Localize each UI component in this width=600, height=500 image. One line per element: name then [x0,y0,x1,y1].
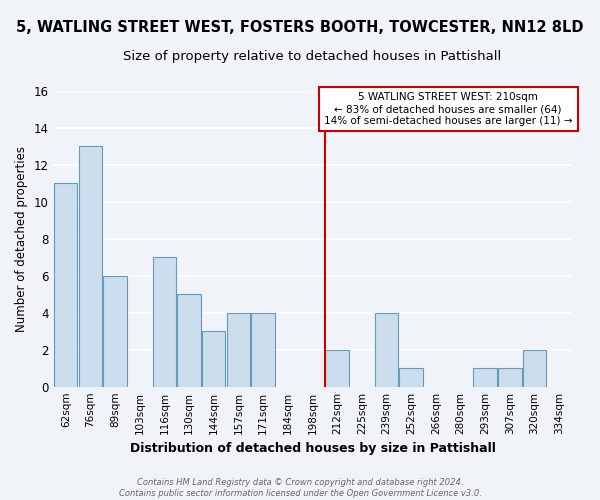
Bar [153,257,176,386]
Bar [79,146,102,386]
Bar [251,312,275,386]
Title: Size of property relative to detached houses in Pattishall: Size of property relative to detached ho… [124,50,502,63]
X-axis label: Distribution of detached houses by size in Pattishall: Distribution of detached houses by size … [130,442,496,455]
Text: 5, WATLING STREET WEST, FOSTERS BOOTH, TOWCESTER, NN12 8LD: 5, WATLING STREET WEST, FOSTERS BOOTH, T… [16,20,584,35]
Bar [227,312,250,386]
Bar [54,183,77,386]
Bar [325,350,349,387]
Text: Contains HM Land Registry data © Crown copyright and database right 2024.
Contai: Contains HM Land Registry data © Crown c… [119,478,481,498]
Bar [202,331,226,386]
Text: 5 WATLING STREET WEST: 210sqm
← 83% of detached houses are smaller (64)
14% of s: 5 WATLING STREET WEST: 210sqm ← 83% of d… [324,92,572,126]
Bar [498,368,521,386]
Bar [523,350,546,387]
Bar [400,368,423,386]
Bar [103,276,127,386]
Bar [375,312,398,386]
Y-axis label: Number of detached properties: Number of detached properties [15,146,28,332]
Bar [178,294,201,386]
Bar [473,368,497,386]
